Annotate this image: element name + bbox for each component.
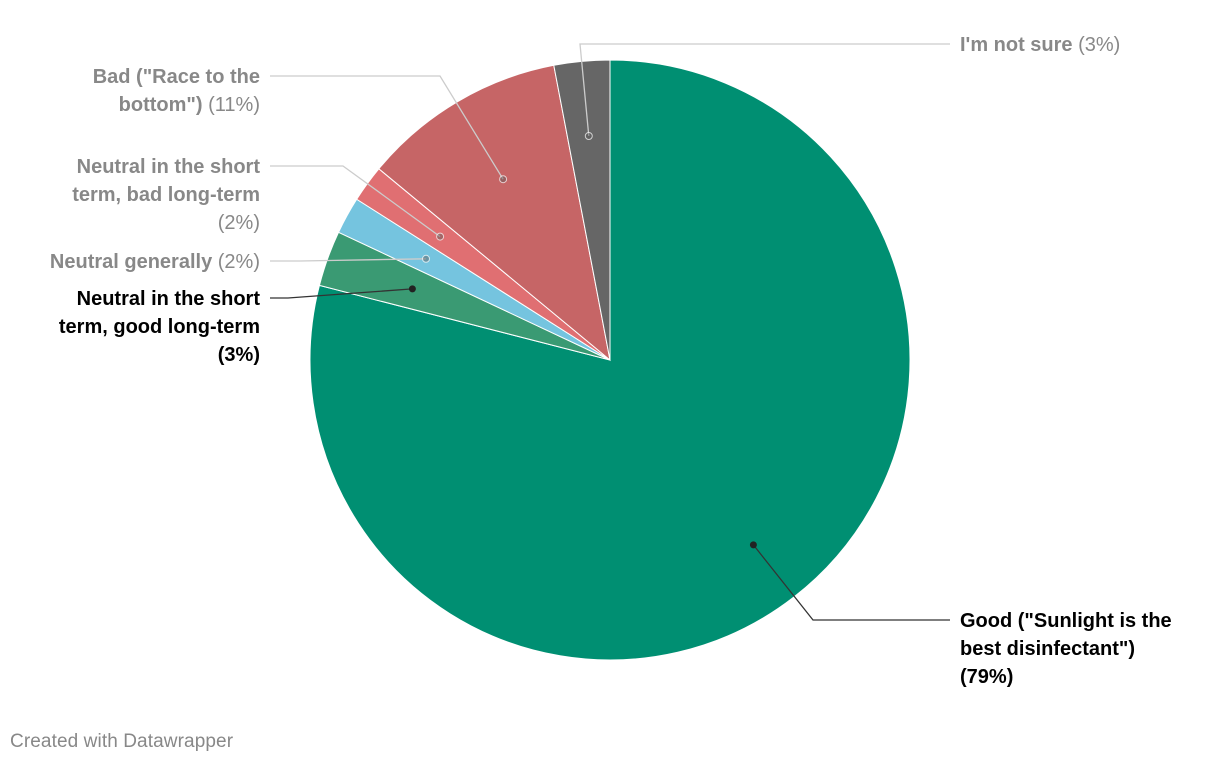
pie-slice-bad	[378, 64, 611, 362]
slice-label-pct: (2%)	[212, 251, 260, 273]
leader-dot-good	[749, 541, 757, 549]
leader-dot-neutral-short-bad-long	[436, 232, 445, 241]
slice-label-pct: (3%)	[1073, 34, 1121, 56]
slice-label-neutral-generally: Neutral generally (2%)	[50, 251, 260, 273]
leader-line-neutral-short-good-long	[270, 288, 413, 299]
leader-dot-not-sure	[584, 132, 593, 140]
slice-label-neutral-short-bad-long: Neutral in the short term, bad long-term (…	[72, 156, 260, 234]
slice-label-bad: Bad ("Race to the bottom") (11%)	[93, 66, 260, 116]
slice-label-name: term, bad long-term	[72, 184, 260, 206]
leader-dot-neutral-generally	[422, 254, 430, 263]
slice-label-name: term, good long-term	[59, 316, 260, 338]
slice-label-name: best disinfectant")	[960, 638, 1135, 660]
slice-label-pct: (3%)	[218, 344, 260, 366]
slice-label-not-sure: I'm not sure (3%)	[960, 34, 1120, 56]
datawrapper-credit: Created with Datawrapper	[10, 731, 234, 752]
slice-label-pct: (2%)	[218, 212, 260, 234]
slice-label-name: Neutral in the short	[77, 156, 261, 178]
slice-label-name: Good ("Sunlight is the	[960, 610, 1172, 632]
leader-line-bad	[270, 75, 504, 180]
slice-label-name: bottom")	[119, 94, 203, 116]
leader-line-not-sure	[579, 43, 950, 137]
slice-label-pct: (79%)	[960, 666, 1013, 688]
leader-line-neutral-short-bad-long	[270, 165, 441, 238]
slice-labels: Good ("Sunlight is the best disinfectant"…	[50, 34, 1172, 688]
leader-dot-bad	[499, 175, 508, 184]
label-leader-lines	[270, 43, 950, 621]
slice-label-good: Good ("Sunlight is the best disinfectant"…	[960, 610, 1172, 688]
leader-line-neutral-generally	[270, 258, 427, 262]
slice-label-name: I'm not sure	[960, 34, 1073, 56]
pie-slices	[309, 59, 911, 661]
leader-line-good	[752, 544, 950, 621]
leader-dot-neutral-short-good-long	[408, 285, 416, 293]
slice-label-neutral-short-good-long: Neutral in the short term, good long-term…	[59, 288, 260, 366]
slice-label-pct: (11%)	[203, 94, 260, 116]
slice-label-name: Neutral in the short	[77, 288, 261, 310]
slice-label-name: Bad ("Race to the	[93, 66, 260, 88]
slice-label-name: Neutral generally	[50, 251, 213, 273]
